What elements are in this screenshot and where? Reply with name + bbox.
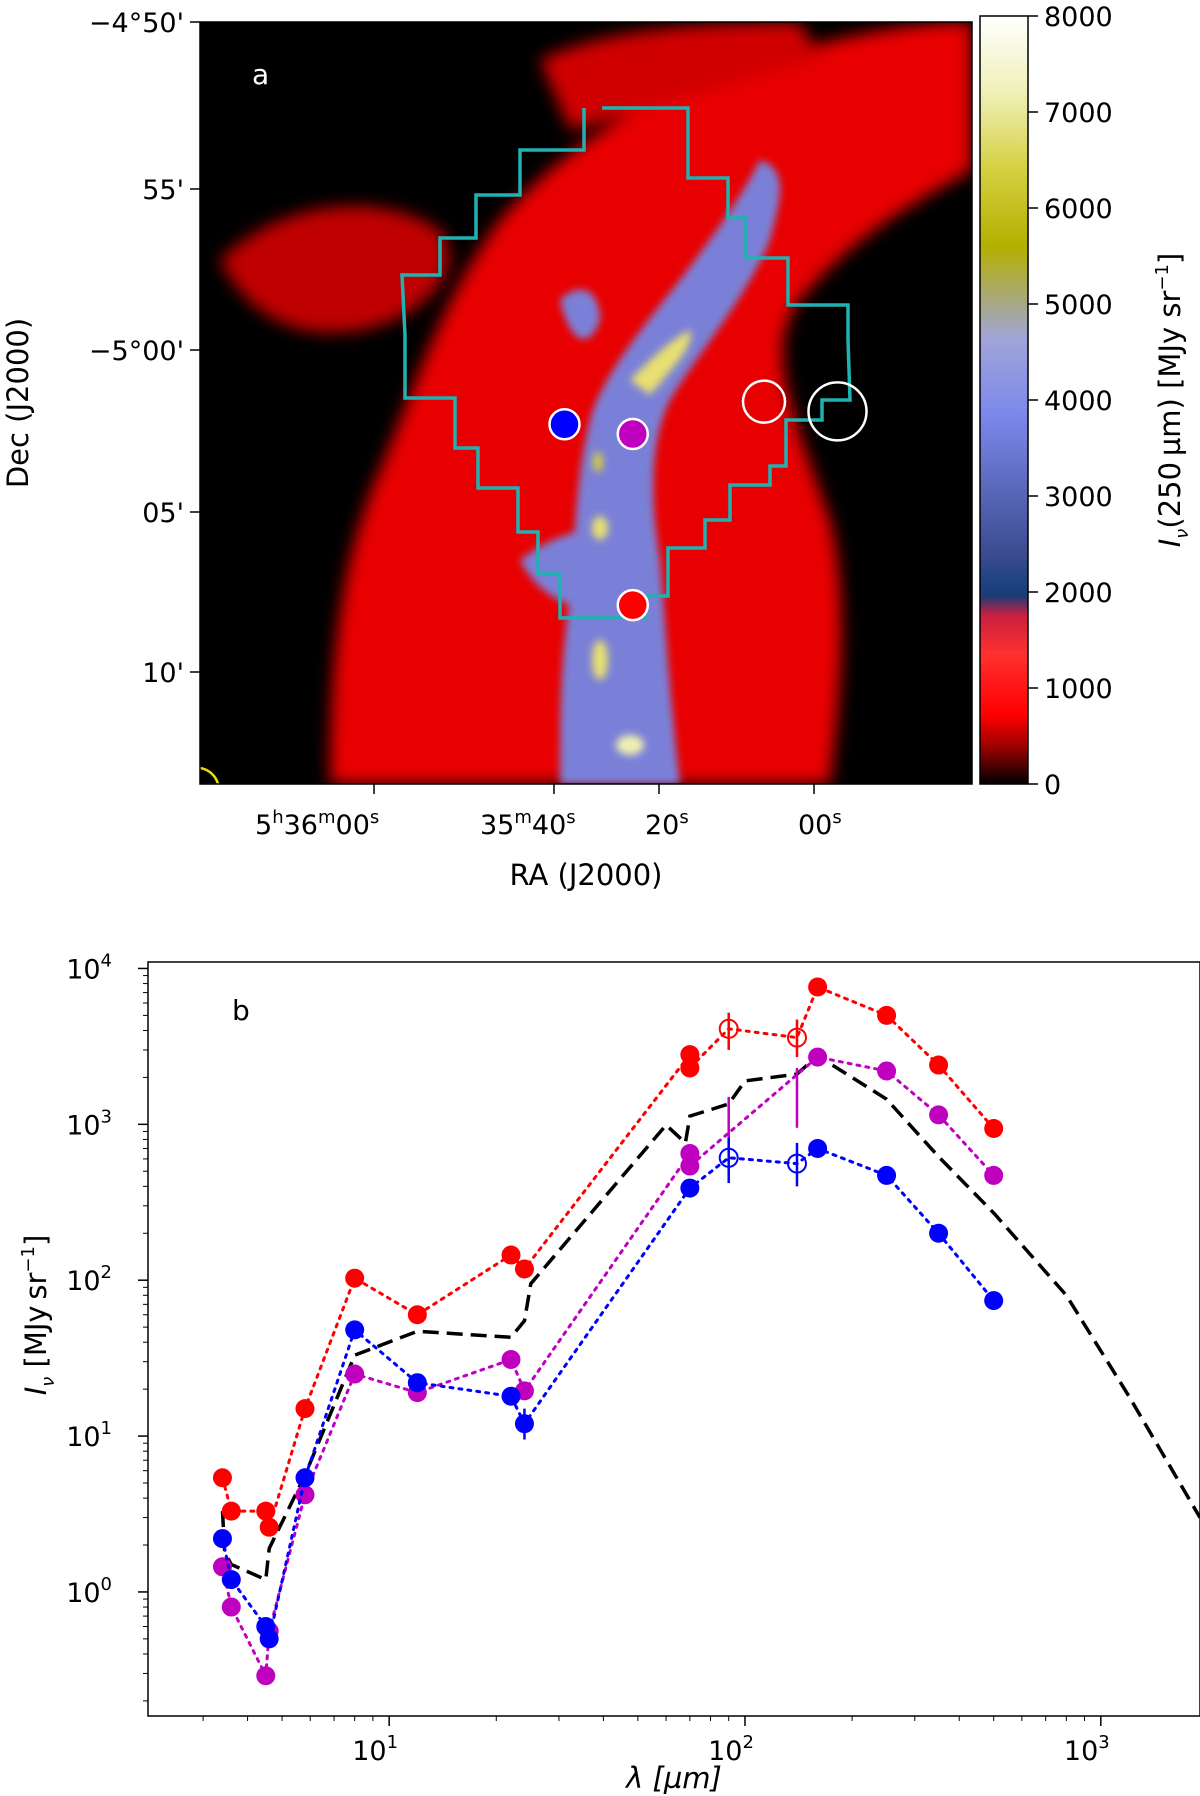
map-x-axis-label: RA (J2000) <box>509 858 662 892</box>
point-blue <box>877 1165 897 1185</box>
colorbar-tick-label: 7000 <box>1044 98 1113 129</box>
map-xtick-label: 20s <box>645 807 689 841</box>
point-magenta <box>345 1364 365 1384</box>
map-ytick-label: 10' <box>142 658 184 689</box>
map-frame <box>199 21 973 785</box>
point-red <box>256 1501 276 1521</box>
point-red <box>501 1245 521 1265</box>
colorbar-gradient <box>980 16 1028 784</box>
point-blue <box>259 1629 279 1649</box>
map-marker-blue <box>548 408 581 441</box>
map-marker-reference-small <box>741 379 787 424</box>
colorbar-tick-label: 6000 <box>1044 194 1113 225</box>
colorbar-ticks: 0 1000 2000 3000 4000 5000 6000 7000 8000 <box>1028 2 1113 801</box>
point-blue <box>929 1223 949 1243</box>
survey-footprint <box>400 106 852 620</box>
panel-label-a: a <box>252 58 269 91</box>
map-xtick-label: 00s <box>798 807 842 841</box>
sed-ytick-label: 101 <box>66 1418 112 1453</box>
sed-xtick-label: 103 <box>1064 1732 1110 1767</box>
map-ytick-label: −4°50' <box>89 8 184 39</box>
open-point-blue <box>786 1153 807 1174</box>
open-point-red <box>786 1027 807 1048</box>
sed-axes: 101 102 103 100 101 102 103 104 <box>66 950 1110 1767</box>
map-ytick-label: 55' <box>142 175 184 206</box>
map-marker-red <box>616 588 649 622</box>
point-red <box>680 1058 700 1078</box>
point-red <box>295 1399 315 1419</box>
sed-y-axis-label: Iν [MJy sr−1] <box>18 1235 59 1396</box>
colorbar-tick-label: 2000 <box>1044 578 1113 609</box>
map-marker-magenta <box>616 417 649 451</box>
point-magenta <box>808 1047 828 1067</box>
point-red <box>808 977 828 997</box>
point-blue <box>501 1386 521 1406</box>
sed-xtick-label: 101 <box>352 1732 398 1767</box>
point-blue <box>984 1291 1004 1311</box>
sed-ytick-label: 104 <box>66 950 112 985</box>
point-magenta <box>877 1061 897 1081</box>
point-blue <box>514 1414 534 1434</box>
point-magenta <box>984 1165 1004 1185</box>
colorbar-tick-label: 3000 <box>1044 482 1113 513</box>
point-magenta <box>256 1666 276 1686</box>
colorbar-tick-label: 1000 <box>1044 674 1113 705</box>
colorbar-label: Iν(250 µm) [MJy sr−1] <box>1152 253 1193 548</box>
point-magenta <box>501 1349 521 1369</box>
point-blue <box>808 1138 828 1158</box>
map-y-axis-label: Dec (J2000) <box>1 318 35 488</box>
map-x-ticks: 5h36m00s 35m40s 20s 00s <box>255 784 842 841</box>
open-point-blue <box>718 1147 739 1168</box>
map-markers <box>548 379 868 622</box>
point-red <box>984 1119 1004 1139</box>
sed-plot-area <box>212 977 1200 1686</box>
map-panel: a −4°50' 55' −5°00' 05' 10' 5h36m00s 35m… <box>1 2 1193 892</box>
sed-ytick-label: 103 <box>66 1106 112 1141</box>
point-magenta <box>929 1105 949 1125</box>
map-xtick-label: 35m40s <box>480 807 576 841</box>
sed-panel: b 101 102 103 100 101 102 103 104 λ [µm] Iν [MJ… <box>18 950 1200 1795</box>
sed-ytick-label: 100 <box>66 1574 112 1609</box>
point-red <box>221 1501 241 1521</box>
point-red <box>680 1045 700 1065</box>
colorbar: 0 1000 2000 3000 4000 5000 6000 7000 8000 Iν(250… <box>979 2 1193 801</box>
map-ytick-label: −5°00' <box>89 336 184 367</box>
point-blue <box>680 1178 700 1198</box>
sed-x-axis-label: λ [µm] <box>624 1761 722 1795</box>
sed-frame <box>147 961 1200 1717</box>
sed-xtick-label: 102 <box>708 1732 754 1767</box>
beam-icon <box>200 766 220 784</box>
point-magenta <box>680 1156 700 1176</box>
point-red <box>345 1268 365 1288</box>
colorbar-tick-label: 5000 <box>1044 290 1113 321</box>
map-xtick-label: 5h36m00s <box>255 807 379 841</box>
point-red <box>929 1055 949 1075</box>
map-y-ticks: −4°50' 55' −5°00' 05' 10' <box>89 8 200 689</box>
point-red <box>259 1517 279 1537</box>
colorbar-tick-label: 8000 <box>1044 2 1113 33</box>
panel-label-b: b <box>232 994 250 1027</box>
point-magenta <box>221 1597 241 1617</box>
point-blue <box>221 1570 241 1590</box>
model-line <box>220 1053 1200 1583</box>
point-red <box>514 1259 534 1279</box>
point-blue <box>345 1320 365 1340</box>
open-point-red <box>718 1018 739 1039</box>
point-red <box>877 1005 897 1025</box>
colorbar-tick-label: 0 <box>1044 770 1061 801</box>
map-marker-reference-large <box>807 381 868 442</box>
point-red <box>407 1305 427 1325</box>
point-blue <box>295 1468 315 1488</box>
point-red <box>212 1468 232 1488</box>
point-blue <box>212 1529 232 1549</box>
point-blue <box>407 1373 427 1393</box>
intensity-map <box>200 22 972 784</box>
colorbar-tick-label: 4000 <box>1044 386 1113 417</box>
sed-ytick-label: 102 <box>66 1262 112 1297</box>
map-ytick-label: 05' <box>142 498 184 529</box>
